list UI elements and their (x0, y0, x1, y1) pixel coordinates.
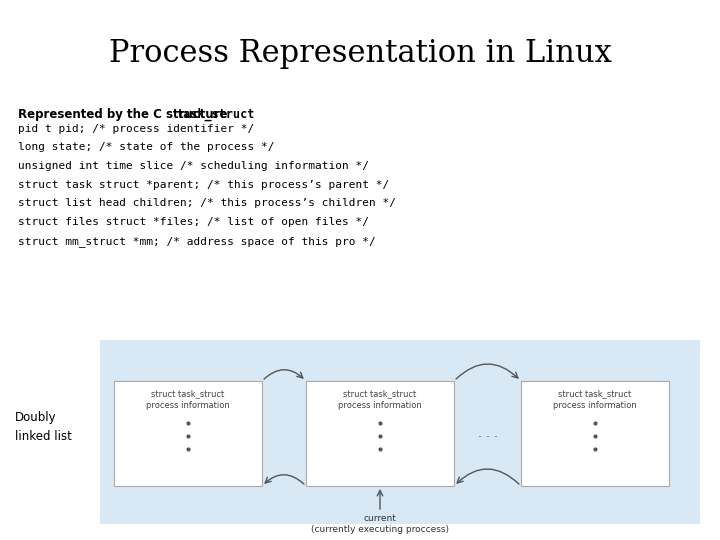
Text: struct files struct *files; /* list of open files */: struct files struct *files; /* list of o… (18, 217, 369, 227)
Text: process information: process information (146, 401, 230, 410)
Text: unsigned int time slice /* scheduling information */: unsigned int time slice /* scheduling in… (18, 161, 369, 171)
Text: struct list head children; /* this process’s children */: struct list head children; /* this proce… (18, 198, 396, 208)
Text: Doubly
linked list: Doubly linked list (15, 411, 72, 442)
Text: pid t pid; /* process identifier */: pid t pid; /* process identifier */ (18, 124, 254, 134)
Text: struct task struct *parent; /* this process’s parent */: struct task struct *parent; /* this proc… (18, 180, 390, 190)
Text: struct task_struct: struct task_struct (151, 389, 225, 398)
FancyBboxPatch shape (306, 381, 454, 486)
Text: struct task_struct: struct task_struct (559, 389, 631, 398)
FancyBboxPatch shape (114, 381, 262, 486)
Text: process information: process information (553, 401, 637, 410)
Text: process information: process information (338, 401, 422, 410)
FancyBboxPatch shape (521, 381, 669, 486)
Text: . . .: . . . (477, 427, 498, 440)
Text: current
(currently executing proccess): current (currently executing proccess) (311, 514, 449, 534)
FancyBboxPatch shape (100, 340, 700, 524)
Text: struct mm_struct *mm; /* address space of this pro */: struct mm_struct *mm; /* address space o… (18, 235, 376, 247)
Text: task_struct: task_struct (176, 108, 254, 122)
Text: Represented by the C structure: Represented by the C structure (18, 108, 232, 121)
Text: long state; /* state of the process */: long state; /* state of the process */ (18, 143, 274, 152)
Text: struct task_struct: struct task_struct (343, 389, 417, 398)
Text: Process Representation in Linux: Process Representation in Linux (109, 38, 611, 69)
